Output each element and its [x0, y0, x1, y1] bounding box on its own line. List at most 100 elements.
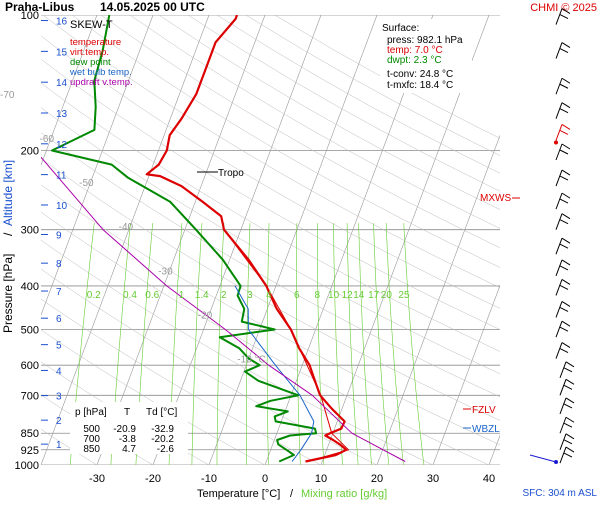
wind-barb-staff [555, 78, 563, 95]
dry-adiabat-line [100, 15, 500, 248]
altitude-tick-label: 15 [56, 47, 68, 58]
wind-barb-staff [555, 192, 563, 210]
wind-barb-feather [559, 48, 569, 54]
wind-barb-feather [565, 433, 575, 440]
altitude-tick-label: 16 [56, 17, 68, 28]
altitude-tick-label: 1 [56, 440, 62, 451]
wind-barb-feather [561, 301, 571, 307]
wbzl-label: WBZL [472, 424, 500, 435]
surface-temp: temp: 7.0 °C [387, 45, 443, 56]
wind-barb-feather [559, 198, 569, 204]
dry-adiabat-line [41, 184, 500, 446]
mixing-ratio-line [403, 223, 425, 465]
temperature-tick-label: -20 [145, 473, 161, 485]
wind-barb-staff [559, 417, 567, 434]
wind-barb-staff [559, 433, 567, 450]
levels-table-background [70, 402, 188, 454]
mixing-ratio-label: 8 [315, 290, 321, 301]
wind-barb-feather [559, 285, 569, 290]
wind-barb-feather [561, 320, 571, 327]
surface-info-background [380, 19, 472, 93]
table-cell-t: -3.8 [119, 434, 137, 445]
mixing-ratio-line [373, 223, 390, 465]
surface-info: Surface: press: 982.1 hPa temp: 7.0 °C d… [380, 19, 472, 93]
mixing-ratio-label: 20 [381, 290, 393, 301]
wind-barb-feather [559, 265, 569, 271]
wind-barb-feather [561, 102, 571, 109]
mixing-ratio-line [346, 223, 359, 465]
mixing-ratio-line [358, 223, 372, 465]
wind-barb-feather [559, 129, 569, 135]
wind-barb-staff [555, 259, 563, 277]
altitude-tick-label: 7 [56, 287, 62, 298]
wind-barb-feather [559, 149, 569, 155]
altitude-tick-label: 13 [56, 109, 68, 120]
wind-barb-feather [561, 342, 571, 348]
altitude-tick-label: 6 [56, 314, 62, 325]
pressure-tick-label: 925 [21, 445, 39, 457]
chart-gridlines [41, 15, 500, 465]
tropopause-label: Tropo [218, 168, 244, 179]
dry-adiabat-line [41, 158, 500, 421]
table-cell-t: -20.9 [113, 424, 136, 435]
pressure-tick-label: 850 [21, 428, 39, 440]
altitude-tick-label: 3 [56, 392, 62, 403]
series-virt-temp-line [223, 229, 349, 462]
dry-adiabat-line [41, 298, 322, 465]
dry-adiabat-line [42, 15, 500, 288]
isotherm-line [41, 15, 154, 316]
wind-barb-feather [559, 306, 569, 312]
wind-barb-feather [561, 8, 571, 14]
isotherm-label: -60 [40, 134, 55, 145]
pressure-axis-ticks: 100 200 300 400 500 600 700 850 925 1000 [15, 10, 39, 472]
surface-wind-vector [529, 454, 557, 463]
mixing-ratio-label: 6 [294, 290, 300, 301]
mixing-ratio-label: 0.6 [145, 290, 159, 301]
wind-barb-feather [561, 77, 571, 84]
altitude-axis-title: Altitude [km] [1, 160, 15, 226]
surface-title: Surface: [382, 23, 419, 34]
dry-adiabat-line [129, 15, 500, 229]
wind-barb-feather [561, 169, 571, 176]
mixing-ratio-line [333, 223, 343, 465]
table-header-t: T [124, 407, 130, 418]
dry-adiabat-line [41, 211, 490, 465]
mixing-ratio-labels: 0.2 0.4 0.6 1 1.4 2 3 4 6 8 10 12 14 17 20 25 [87, 290, 410, 301]
isotherm-line [41, 15, 98, 166]
wind-barb-feather [565, 378, 575, 385]
mixing-ratio-label: 2 [221, 290, 227, 301]
credit-label: CHMI © 2025 [530, 2, 597, 14]
temperature-tick-label: 30 [427, 473, 439, 485]
legend-entry: updraft v.temp. [70, 77, 133, 88]
table-cell-p: 700 [83, 434, 100, 445]
temperature-tick-label: 0 [262, 473, 268, 485]
isotherm-line [96, 15, 266, 465]
legend-title: SKEW-T [70, 19, 113, 31]
wind-barb-feather [561, 259, 571, 266]
wind-barb-feather [559, 326, 569, 332]
altitude-tick-label: 14 [56, 78, 68, 89]
wind-barb-feather [561, 192, 571, 199]
mixing-ratio-axis-title: Mixing ratio [g/kg] [301, 488, 387, 500]
isotherm-line [488, 434, 500, 465]
axis-title-separator: / [1, 232, 15, 236]
wind-barb-staff [559, 361, 567, 378]
altitude-tick-label: 2 [56, 416, 62, 427]
altitude-tick-label: 8 [56, 259, 62, 270]
isotherm-line [152, 15, 322, 465]
temperature-tick-label: -30 [89, 473, 105, 485]
datetime-title: 14.05.2025 00 UTC [100, 0, 205, 14]
axis-title-separator: / [290, 488, 294, 500]
mixing-ratio-line [246, 223, 251, 465]
isotherm-line [208, 15, 378, 465]
chart-series [41, 15, 406, 463]
isotherm-label: -10 °C [237, 354, 265, 365]
legend-entry: temperature [70, 37, 121, 48]
wind-barb-staff [555, 8, 563, 25]
temperature-axis-ticks: -30 -20 -10 0 10 20 30 40 [89, 473, 495, 485]
wind-barb-staff [555, 102, 563, 119]
mixing-ratio-label: 12 [342, 290, 354, 301]
mixing-ratio-label: 17 [368, 290, 380, 301]
mixing-ratio-line [216, 223, 225, 465]
